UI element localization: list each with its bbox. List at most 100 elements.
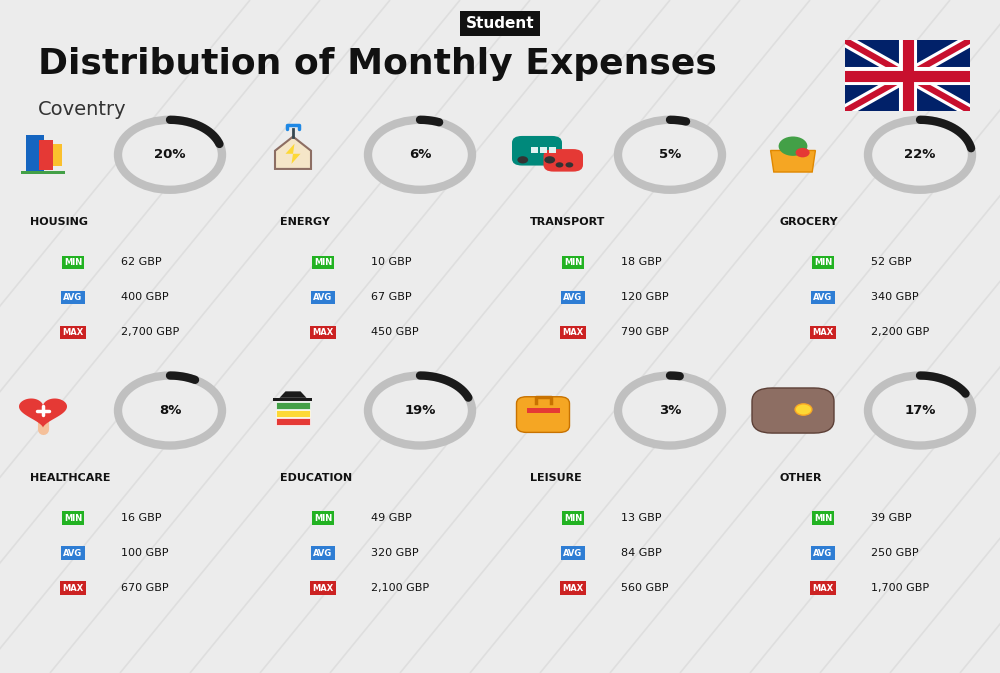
Circle shape [118, 376, 222, 446]
Text: 16 GBP: 16 GBP [121, 513, 162, 523]
Text: AVG: AVG [813, 548, 833, 558]
Text: 49 GBP: 49 GBP [371, 513, 412, 523]
Text: 250 GBP: 250 GBP [871, 548, 919, 558]
Text: 2,700 GBP: 2,700 GBP [121, 328, 179, 337]
FancyBboxPatch shape [276, 417, 310, 425]
FancyBboxPatch shape [53, 144, 62, 166]
Text: 39 GBP: 39 GBP [871, 513, 912, 523]
Text: 13 GBP: 13 GBP [621, 513, 662, 523]
Text: 22%: 22% [904, 148, 936, 162]
Text: 120 GBP: 120 GBP [621, 293, 669, 302]
Circle shape [868, 376, 972, 446]
FancyBboxPatch shape [273, 398, 312, 401]
Text: OTHER: OTHER [780, 473, 822, 483]
Circle shape [368, 120, 472, 190]
FancyBboxPatch shape [512, 136, 562, 166]
Text: AVG: AVG [563, 548, 583, 558]
Text: MIN: MIN [314, 258, 332, 267]
Text: MIN: MIN [564, 258, 582, 267]
Text: 790 GBP: 790 GBP [621, 328, 669, 337]
Circle shape [618, 376, 722, 446]
Text: HEALTHCARE: HEALTHCARE [30, 473, 110, 483]
Text: TRANSPORT: TRANSPORT [530, 217, 605, 227]
Text: 320 GBP: 320 GBP [371, 548, 419, 558]
Text: AVG: AVG [313, 548, 333, 558]
Polygon shape [279, 392, 306, 398]
Circle shape [779, 137, 807, 156]
Text: Coventry: Coventry [38, 100, 127, 118]
Text: 2,100 GBP: 2,100 GBP [371, 583, 429, 593]
Text: MAX: MAX [312, 328, 334, 337]
Text: Distribution of Monthly Expenses: Distribution of Monthly Expenses [38, 47, 717, 81]
FancyBboxPatch shape [531, 147, 538, 153]
Text: 62 GBP: 62 GBP [121, 258, 162, 267]
Polygon shape [771, 151, 815, 172]
FancyBboxPatch shape [276, 410, 310, 417]
Text: 17%: 17% [904, 404, 936, 417]
Text: MIN: MIN [64, 258, 82, 267]
Text: 5%: 5% [659, 148, 681, 162]
FancyBboxPatch shape [517, 397, 570, 433]
Text: ENERGY: ENERGY [280, 217, 330, 227]
Polygon shape [286, 144, 300, 164]
Text: MIN: MIN [814, 258, 832, 267]
FancyBboxPatch shape [21, 171, 65, 174]
Circle shape [517, 156, 528, 164]
Text: 1,700 GBP: 1,700 GBP [871, 583, 929, 593]
FancyBboxPatch shape [26, 135, 44, 174]
Text: 100 GBP: 100 GBP [121, 548, 168, 558]
Polygon shape [845, 40, 970, 111]
Text: HOUSING: HOUSING [30, 217, 88, 227]
Circle shape [556, 162, 563, 168]
Text: 8%: 8% [159, 404, 181, 417]
Text: 18 GBP: 18 GBP [621, 258, 662, 267]
Text: MIN: MIN [64, 513, 82, 523]
Circle shape [796, 148, 810, 157]
FancyBboxPatch shape [540, 147, 547, 153]
Text: MAX: MAX [562, 583, 584, 593]
Text: MAX: MAX [312, 583, 334, 593]
Circle shape [795, 404, 812, 415]
Polygon shape [19, 398, 67, 427]
Text: MIN: MIN [314, 513, 332, 523]
Text: 52 GBP: 52 GBP [871, 258, 912, 267]
Text: 67 GBP: 67 GBP [371, 293, 412, 302]
FancyBboxPatch shape [544, 149, 583, 172]
Text: MAX: MAX [62, 583, 84, 593]
Text: 84 GBP: 84 GBP [621, 548, 662, 558]
FancyBboxPatch shape [549, 147, 556, 153]
Circle shape [544, 156, 555, 164]
Text: 2,200 GBP: 2,200 GBP [871, 328, 929, 337]
Text: AVG: AVG [563, 293, 583, 302]
Text: AVG: AVG [63, 548, 83, 558]
FancyBboxPatch shape [527, 408, 560, 413]
Text: LEISURE: LEISURE [530, 473, 582, 483]
Text: 6%: 6% [409, 148, 431, 162]
Text: EDUCATION: EDUCATION [280, 473, 352, 483]
Text: 3%: 3% [659, 404, 681, 417]
Text: MIN: MIN [564, 513, 582, 523]
FancyBboxPatch shape [276, 402, 310, 409]
Polygon shape [275, 137, 311, 169]
Text: 19%: 19% [404, 404, 436, 417]
Circle shape [566, 162, 573, 168]
Text: 20%: 20% [154, 148, 186, 162]
Text: AVG: AVG [313, 293, 333, 302]
Circle shape [368, 376, 472, 446]
Text: 670 GBP: 670 GBP [121, 583, 169, 593]
FancyBboxPatch shape [39, 140, 53, 170]
Text: MAX: MAX [62, 328, 84, 337]
Text: MIN: MIN [814, 513, 832, 523]
Circle shape [868, 120, 972, 190]
Text: GROCERY: GROCERY [780, 217, 839, 227]
Text: Student: Student [466, 16, 534, 31]
Text: 560 GBP: 560 GBP [621, 583, 668, 593]
Text: 10 GBP: 10 GBP [371, 258, 412, 267]
FancyBboxPatch shape [752, 388, 834, 433]
Text: 450 GBP: 450 GBP [371, 328, 419, 337]
Text: AVG: AVG [813, 293, 833, 302]
Text: 400 GBP: 400 GBP [121, 293, 169, 302]
Text: MAX: MAX [812, 583, 834, 593]
Text: AVG: AVG [63, 293, 83, 302]
Circle shape [118, 120, 222, 190]
